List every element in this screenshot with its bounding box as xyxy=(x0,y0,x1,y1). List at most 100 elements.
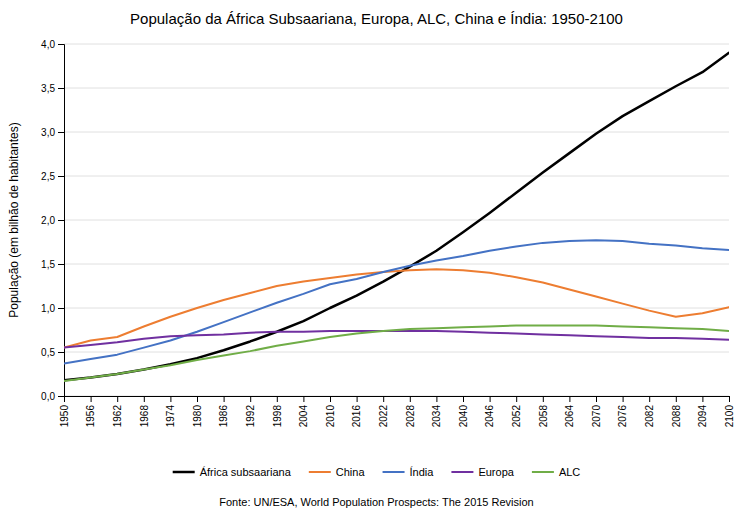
y-tick-label: 2,0 xyxy=(41,215,55,226)
y-tick-label: 3,0 xyxy=(41,127,55,138)
chart-svg: 1950195619621968197419801986199219982004… xyxy=(0,0,753,516)
legend-item: Índia xyxy=(383,466,435,478)
x-tick: 1992 xyxy=(245,396,256,427)
legend-swatch xyxy=(309,471,331,473)
x-tick: 1986 xyxy=(218,396,229,427)
x-tick: 1974 xyxy=(165,396,176,427)
x-tick-label: 2016 xyxy=(351,405,362,428)
x-tick-label: 2010 xyxy=(325,405,336,428)
series-line xyxy=(64,331,729,348)
series-line xyxy=(64,326,729,381)
x-tick-mark xyxy=(330,396,331,402)
x-tick-mark xyxy=(516,396,517,402)
legend: África subsaariana China Índia Europa ALC xyxy=(173,466,581,478)
legend-swatch xyxy=(173,471,195,474)
x-tick: 2016 xyxy=(351,396,362,427)
x-tick-mark xyxy=(224,396,225,402)
x-tick: 2052 xyxy=(511,396,522,427)
grid-line xyxy=(64,88,729,89)
x-tick-label: 1950 xyxy=(59,405,70,428)
x-tick: 2070 xyxy=(591,396,602,427)
x-tick-mark xyxy=(277,396,278,402)
x-tick-mark xyxy=(436,396,437,402)
x-tick: 2064 xyxy=(564,396,575,427)
x-tick-mark xyxy=(170,396,171,402)
legend-swatch xyxy=(451,471,473,473)
legend-label: África subsaariana xyxy=(200,466,292,478)
x-tick-label: 1998 xyxy=(272,405,283,428)
x-tick-mark xyxy=(463,396,464,402)
x-tick: 2046 xyxy=(484,396,495,427)
x-tick-mark xyxy=(144,396,145,402)
x-tick-label: 2058 xyxy=(538,405,549,428)
grid-line xyxy=(64,308,729,309)
y-tick-mark xyxy=(58,88,64,89)
legend-item: China xyxy=(309,466,366,478)
y-tick-label: 0,5 xyxy=(41,347,55,358)
grid-line xyxy=(64,352,729,353)
x-tick-label: 2004 xyxy=(298,405,309,428)
x-tick: 2040 xyxy=(458,396,469,427)
x-tick-mark xyxy=(383,396,384,402)
x-tick-label: 2052 xyxy=(511,405,522,428)
grid-line xyxy=(64,176,729,177)
x-tick: 2004 xyxy=(298,396,309,427)
y-tick: 3,5 xyxy=(41,83,64,94)
y-tick-label: 2,5 xyxy=(41,171,55,182)
x-tick-label: 1956 xyxy=(85,405,96,428)
x-tick-mark xyxy=(569,396,570,402)
legend-label: Europa xyxy=(478,466,514,478)
x-tick: 2094 xyxy=(697,396,708,427)
legend-item: ALC xyxy=(532,466,580,478)
y-tick: 0,0 xyxy=(41,391,64,402)
y-tick-label: 1,0 xyxy=(41,303,55,314)
grid-line xyxy=(64,264,729,265)
x-tick-mark xyxy=(702,396,703,402)
x-tick-mark xyxy=(649,396,650,402)
grid-line xyxy=(64,220,729,221)
x-tick-label: 2100 xyxy=(724,405,735,428)
x-tick-label: 1980 xyxy=(192,405,203,428)
x-tick-mark xyxy=(117,396,118,402)
x-tick: 1950 xyxy=(59,396,70,427)
grid xyxy=(64,44,729,396)
x-tick-label: 2076 xyxy=(617,405,628,428)
x-tick-mark xyxy=(676,396,677,402)
series-line xyxy=(64,240,729,363)
chart-container: 1950195619621968197419801986199219982004… xyxy=(0,0,753,516)
y-tick: 3,0 xyxy=(41,127,64,138)
x-tick-label: 2064 xyxy=(564,405,575,428)
x-tick-label: 2094 xyxy=(697,405,708,428)
y-axis-line xyxy=(58,45,65,397)
x-tick-mark xyxy=(91,396,92,402)
x-tick-mark xyxy=(729,396,730,402)
y-tick: 1,0 xyxy=(41,303,64,314)
x-tick-mark xyxy=(543,396,544,402)
x-tick-mark xyxy=(490,396,491,402)
x-tick: 2076 xyxy=(617,396,628,427)
x-tick: 2034 xyxy=(431,396,442,427)
plot-area: 1950195619621968197419801986199219982004… xyxy=(41,39,735,428)
x-tick-label: 2040 xyxy=(458,405,469,428)
series-line xyxy=(64,269,729,347)
y-tick-mark xyxy=(58,352,64,353)
x-tick: 2088 xyxy=(671,396,682,427)
x-tick-mark xyxy=(357,396,358,402)
x-tick: 2028 xyxy=(405,396,416,427)
legend-item: África subsaariana xyxy=(173,466,292,478)
legend-label: Índia xyxy=(410,466,435,478)
x-tick: 2022 xyxy=(378,396,389,427)
x-tick-mark xyxy=(410,396,411,402)
x-axis-line xyxy=(65,397,730,403)
y-tick-mark xyxy=(58,176,64,177)
x-tick: 2100 xyxy=(724,396,735,427)
legend-item: Europa xyxy=(451,466,514,478)
x-tick-label: 1974 xyxy=(165,405,176,428)
grid-line xyxy=(64,132,729,133)
legend-label: ALC xyxy=(559,466,580,478)
x-tick: 1956 xyxy=(85,396,96,427)
y-tick: 4,0 xyxy=(41,39,64,50)
y-tick-mark xyxy=(58,44,64,45)
x-tick: 2058 xyxy=(538,396,549,427)
y-tick: 1,5 xyxy=(41,259,64,270)
